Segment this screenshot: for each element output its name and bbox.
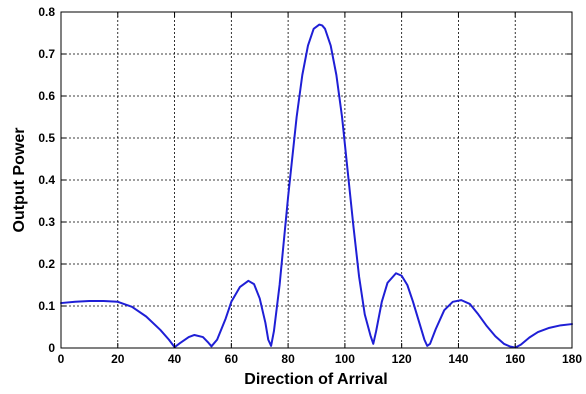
- x-axis-title: Direction of Arrival: [244, 371, 387, 388]
- x-tick-label: 180: [562, 352, 582, 366]
- y-tick-label: 0.5: [38, 131, 55, 145]
- y-tick-label: 0.3: [38, 215, 55, 229]
- y-tick-labels: 0 0.1 0.2 0.3 0.4 0.5 0.6 0.7 0.8: [38, 5, 55, 355]
- x-tick-label: 140: [448, 352, 468, 366]
- grid-lines: [61, 12, 572, 348]
- y-tick-label: 0.2: [38, 257, 55, 271]
- x-tick-label: 160: [505, 352, 525, 366]
- y-axis-title: Output Power: [11, 128, 28, 233]
- x-tick-label: 0: [58, 352, 65, 366]
- y-tick-label: 0.7: [38, 47, 55, 61]
- x-tick-label: 40: [168, 352, 182, 366]
- y-tick-label: 0: [48, 341, 55, 355]
- x-tick-label: 80: [281, 352, 295, 366]
- data-series: [60, 23, 573, 349]
- tick-marks: [60, 11, 573, 349]
- x-tick-label: 60: [225, 352, 239, 366]
- y-tick-label: 0.1: [38, 299, 55, 313]
- x-tick-labels: 0 20 40 60 80 100 120 140 160 180: [58, 352, 583, 366]
- output-power-line: [60, 23, 573, 349]
- y-tick-label: 0.4: [38, 173, 55, 187]
- y-tick-label: 0.6: [38, 89, 55, 103]
- x-tick-label: 20: [111, 352, 125, 366]
- y-tick-label: 0.8: [38, 5, 55, 19]
- x-tick-label: 120: [392, 352, 412, 366]
- x-tick-label: 100: [335, 352, 355, 366]
